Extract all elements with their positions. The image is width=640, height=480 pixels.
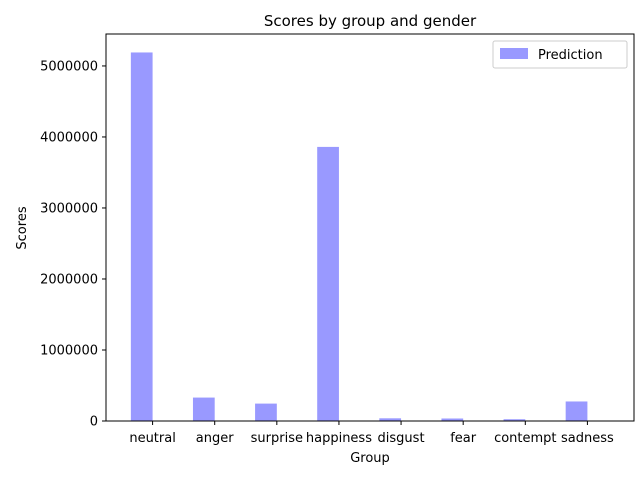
x-tick-label-happiness: happiness: [306, 431, 372, 446]
x-tick-label-neutral: neutral: [129, 431, 176, 446]
bar-neutral: [130, 52, 153, 422]
x-tick-label-sadness: sadness: [561, 431, 614, 446]
x-tick-label-disgust: disgust: [378, 431, 425, 446]
x-tick-label-surprise: surprise: [251, 431, 303, 446]
y-axis: 0 1000000 2000000 3000000 4000000 5000000: [40, 59, 106, 430]
y-tick-label: 0: [90, 415, 98, 430]
x-tick-label-fear: fear: [450, 431, 477, 446]
bar-fear: [441, 418, 464, 421]
y-tick-label: 2000000: [40, 272, 98, 287]
x-tick-label-contempt: contempt: [494, 431, 556, 446]
bar-group: [130, 52, 588, 422]
bar-disgust: [379, 418, 402, 421]
axes-frame: [105, 33, 635, 422]
bar-surprise: [255, 403, 277, 421]
y-tick-label: 1000000: [40, 343, 98, 358]
legend-swatch: [500, 48, 528, 59]
y-tick-label: 5000000: [40, 59, 98, 74]
bar-contempt: [503, 419, 526, 421]
y-tick-label: 3000000: [40, 201, 98, 216]
bar-anger: [192, 397, 215, 421]
bar-sadness: [565, 401, 588, 421]
bar-happiness: [317, 146, 339, 421]
x-axis: neutral anger surprise happiness disgust fear…: [129, 421, 614, 446]
legend-label: Prediction: [538, 48, 603, 63]
chart-title: Scores by group and gender: [264, 12, 477, 30]
legend: Prediction: [492, 40, 628, 69]
plot-area: [105, 33, 635, 422]
legend-box: [492, 40, 628, 69]
y-axis-title: Scores: [15, 206, 30, 249]
x-axis-title: Group: [350, 451, 390, 466]
x-tick-label-anger: anger: [196, 431, 234, 446]
y-tick-label: 4000000: [40, 130, 98, 145]
